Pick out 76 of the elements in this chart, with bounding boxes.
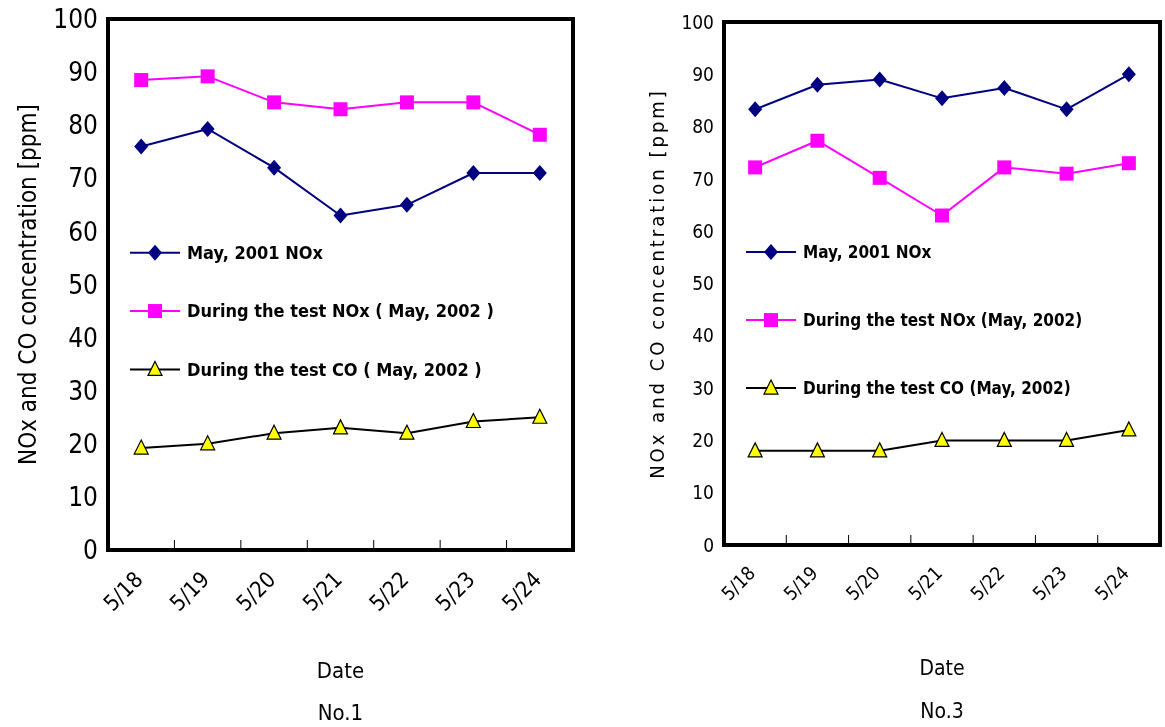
point bbox=[466, 95, 481, 110]
legend-label: During the test CO (May, 2002) bbox=[803, 378, 1071, 399]
point bbox=[996, 431, 1012, 447]
point bbox=[267, 95, 282, 110]
point bbox=[810, 76, 825, 93]
y-axis-title: NOx and CO concentration [ppm] bbox=[14, 104, 42, 465]
point bbox=[267, 159, 282, 176]
y-tick-label: 10 bbox=[692, 481, 714, 504]
point bbox=[399, 95, 414, 110]
point bbox=[532, 164, 547, 181]
y-tick-label: 80 bbox=[68, 110, 98, 141]
point bbox=[747, 442, 763, 458]
y-tick-label: 100 bbox=[53, 4, 98, 35]
text: No.1 bbox=[317, 700, 364, 725]
point bbox=[1121, 421, 1137, 437]
point bbox=[134, 73, 149, 88]
y-tick-label: 0 bbox=[703, 533, 714, 556]
y-tick-label: 70 bbox=[68, 163, 98, 194]
point bbox=[333, 207, 348, 224]
y-tick-label: 10 bbox=[68, 482, 98, 512]
point bbox=[266, 424, 282, 440]
point bbox=[532, 127, 547, 142]
point bbox=[934, 431, 950, 447]
y-tick-label: 0 bbox=[83, 535, 98, 566]
point bbox=[1059, 101, 1074, 118]
point bbox=[200, 435, 216, 451]
x-axis-title: Date bbox=[316, 658, 365, 683]
point bbox=[872, 71, 887, 88]
point bbox=[997, 79, 1012, 96]
y-tick-label: 100 bbox=[681, 10, 714, 33]
point bbox=[872, 170, 887, 185]
y-tick-label: 30 bbox=[692, 376, 714, 399]
point bbox=[134, 138, 149, 155]
point bbox=[1121, 156, 1136, 171]
point bbox=[133, 439, 149, 455]
y-tick-label: 60 bbox=[68, 216, 98, 247]
point bbox=[466, 164, 481, 181]
y-tick-label: 50 bbox=[68, 269, 98, 300]
y-tick-label: 20 bbox=[68, 428, 98, 459]
point bbox=[399, 196, 414, 213]
point bbox=[399, 424, 415, 440]
y-tick-label: 90 bbox=[692, 62, 714, 85]
point bbox=[1059, 166, 1074, 181]
point bbox=[532, 408, 548, 424]
point bbox=[1121, 66, 1136, 83]
legend-label: May, 2001 NOx bbox=[803, 242, 932, 263]
y-tick-label: 20 bbox=[692, 429, 714, 452]
legend-label: During the test NOx (May, 2002) bbox=[803, 310, 1083, 331]
y-axis-title: NOx and CO concentration [ppm] bbox=[645, 88, 669, 479]
point bbox=[200, 69, 215, 84]
point bbox=[935, 208, 949, 223]
text: No.3 bbox=[920, 699, 964, 723]
point bbox=[872, 442, 888, 458]
point bbox=[333, 102, 348, 117]
y-tick-label: 60 bbox=[692, 219, 714, 242]
y-tick-label: 40 bbox=[692, 324, 714, 347]
y-tick-label: 40 bbox=[68, 322, 98, 353]
y-tick-label: 50 bbox=[692, 272, 714, 295]
point bbox=[332, 419, 349, 435]
point bbox=[809, 442, 826, 458]
point bbox=[810, 133, 825, 148]
point bbox=[748, 101, 763, 118]
point bbox=[997, 160, 1012, 175]
legend-label: May, 2001 NOx bbox=[187, 241, 324, 263]
point bbox=[465, 412, 481, 429]
y-tick-label: 30 bbox=[68, 375, 98, 406]
x-axis-title: Date bbox=[919, 656, 965, 680]
y-tick-label: 90 bbox=[68, 57, 98, 88]
point bbox=[1058, 431, 1075, 447]
y-tick-label: 70 bbox=[692, 167, 714, 190]
point bbox=[748, 160, 763, 175]
legend-label: During the test NOx ( May, 2002 ) bbox=[187, 300, 494, 322]
y-tick-label: 80 bbox=[692, 115, 714, 138]
point bbox=[200, 120, 215, 137]
legend-label: During the test CO ( May, 2002 ) bbox=[187, 358, 482, 380]
point bbox=[935, 90, 949, 107]
